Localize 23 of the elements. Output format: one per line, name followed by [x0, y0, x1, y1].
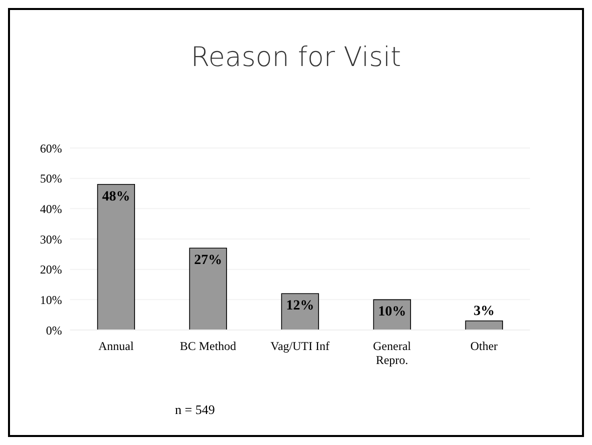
data-label: 10% [378, 304, 406, 320]
y-tick-label: 30% [40, 232, 62, 246]
x-tick-label: BC Method [180, 339, 236, 353]
bar [281, 293, 319, 330]
x-tick-label: Annual [98, 339, 134, 353]
y-tick-label: 10% [40, 292, 62, 307]
data-label: 48% [102, 189, 130, 204]
x-tick-label: Other [470, 339, 498, 353]
y-tick-label: 20% [40, 262, 62, 277]
y-tick-label: 0% [46, 323, 62, 338]
chart-title: Reason for Visit [190, 42, 402, 73]
y-tick-label: 50% [40, 172, 62, 186]
data-label: 12% [286, 298, 314, 314]
bar [465, 320, 503, 330]
bar [97, 184, 135, 330]
data-label: 27% [194, 253, 222, 268]
y-tick-label: 60% [40, 141, 62, 156]
y-tick-label: 40% [40, 202, 62, 216]
x-tick-label: General Repro. [373, 339, 412, 367]
text: n = 549 [175, 402, 215, 418]
bar [189, 248, 227, 330]
data-label: 3% [474, 304, 495, 319]
x-tick-label: Vag/UTI Inf [270, 339, 330, 353]
